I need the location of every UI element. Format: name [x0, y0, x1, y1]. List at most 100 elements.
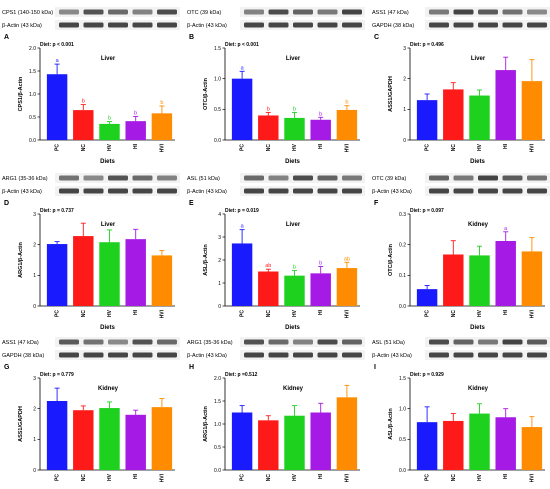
x-tick-label: HV	[292, 473, 298, 481]
y-tick-label: 0.0	[214, 468, 221, 474]
blot-band	[83, 188, 104, 194]
tissue-label: Liver	[101, 222, 116, 228]
blot-band	[83, 352, 104, 358]
bar-pc	[46, 244, 68, 306]
tissue-label: Liver	[101, 56, 116, 62]
bar-pc	[416, 422, 438, 470]
blot-band	[429, 188, 449, 194]
y-tick-label: 0.1	[399, 273, 406, 279]
significance-letter: a	[241, 224, 245, 230]
y-tick-label: 0	[33, 468, 36, 474]
blot-band	[453, 175, 474, 181]
blot-band	[478, 175, 498, 181]
bar-hi	[495, 417, 516, 470]
bar-hv	[99, 242, 120, 306]
blot-band	[527, 175, 547, 181]
bar-hv	[284, 117, 305, 140]
x-tick-label: HI	[318, 143, 324, 149]
blot-band	[453, 352, 474, 358]
blot-label: GAPDH (38 kDa)	[372, 23, 414, 29]
bar-hv	[469, 255, 490, 306]
blot-band	[244, 352, 264, 358]
tissue-label: Liver	[286, 222, 301, 228]
y-tick-label: 2	[33, 406, 36, 412]
blot-band	[83, 22, 104, 28]
panel-letter: H	[189, 364, 194, 371]
blot-band	[293, 175, 313, 181]
x-tick-label: NC	[266, 310, 272, 318]
x-tick-label: NC	[81, 310, 87, 318]
x-tick-label: NC	[451, 144, 457, 152]
blot-band	[342, 352, 362, 358]
blot-label: β-Actin (43 kDa)	[187, 23, 227, 29]
diet-p-value: Diet: p = 0.779	[40, 372, 74, 378]
blot-label: ASL (51 kDa)	[372, 340, 405, 346]
bar-hvi	[521, 251, 543, 306]
blot-band	[132, 352, 153, 358]
panel-a: CPS1 (140-150 kDa) β-Actin (43 kDa) A Diet:…	[2, 7, 180, 165]
bar-hv	[99, 123, 120, 140]
blot-band	[268, 22, 289, 28]
y-axis-label: ASS1/GAPDH	[18, 406, 24, 442]
blot-band	[108, 188, 128, 194]
y-tick-label: 2.0	[214, 376, 221, 382]
x-tick-label: PC	[425, 474, 431, 481]
blot-band	[293, 9, 313, 15]
x-tick-label: PC	[55, 310, 61, 317]
bar-nc	[443, 420, 464, 470]
blot-band	[453, 188, 474, 194]
blot-band	[157, 9, 177, 15]
bar-pc	[416, 100, 438, 140]
blot-band	[502, 9, 523, 15]
x-tick-label: NC	[266, 144, 272, 152]
panel-b: OTC (39 kDa) β-Actin (43 kDa) B Diet: p < 0…	[187, 7, 365, 165]
y-tick-label: 3	[33, 376, 36, 382]
x-tick-label: PC	[55, 474, 61, 481]
blot-band	[132, 22, 153, 28]
y-tick-label: 1.0	[214, 422, 221, 428]
blot-band	[342, 339, 362, 345]
y-tick-label: 0.3	[399, 212, 406, 218]
significance-letter: b	[293, 106, 296, 112]
bar-nc	[73, 410, 94, 470]
blot-band	[502, 352, 523, 358]
blot-band	[342, 175, 362, 181]
blot-label: β-Actin (43 kDa)	[2, 23, 42, 29]
x-tick-label: HVI	[159, 309, 165, 318]
y-tick-label: 0.0	[214, 138, 221, 144]
bar-hvi	[151, 407, 173, 470]
x-tick-label: HVI	[159, 473, 165, 482]
panel-f: OTC (39 kDa) β-Actin (43 kDa) F Diet: p = 0…	[372, 173, 550, 331]
significance-letter: ab	[344, 256, 350, 262]
y-axis-label: OTC/β-Actin	[388, 243, 394, 276]
x-tick-label: HV	[292, 143, 298, 151]
y-tick-label: 2.0	[29, 46, 36, 52]
y-tick-label: 2	[218, 258, 221, 264]
y-tick-label: 2	[33, 242, 36, 248]
y-tick-label: 1	[33, 437, 36, 443]
significance-letter: b	[134, 111, 137, 117]
significance-letter: a	[241, 65, 245, 71]
bar-hvi	[521, 427, 543, 470]
significance-letter: b	[293, 265, 296, 271]
y-tick-label: 1.5	[29, 69, 36, 75]
bar-hv	[469, 413, 490, 470]
blot-band	[478, 9, 498, 15]
panel-letter: E	[189, 200, 194, 207]
blot-band	[453, 22, 474, 28]
significance-letter: a	[504, 226, 508, 232]
x-tick-label: HV	[292, 309, 298, 317]
bar-hi	[125, 121, 146, 140]
blot-band	[453, 339, 474, 345]
x-tick-label: HI	[133, 473, 139, 479]
blot-label: β-Actin (43 kDa)	[372, 189, 412, 195]
y-tick-label: 0.5	[214, 107, 221, 113]
x-axis-label: Diets	[285, 159, 300, 165]
blot-band	[244, 339, 264, 345]
x-tick-label: HV	[107, 143, 113, 151]
y-tick-label: 1.0	[214, 76, 221, 82]
bar-hvi	[336, 268, 358, 306]
bar-hv	[284, 275, 305, 306]
blot-band	[108, 175, 128, 181]
